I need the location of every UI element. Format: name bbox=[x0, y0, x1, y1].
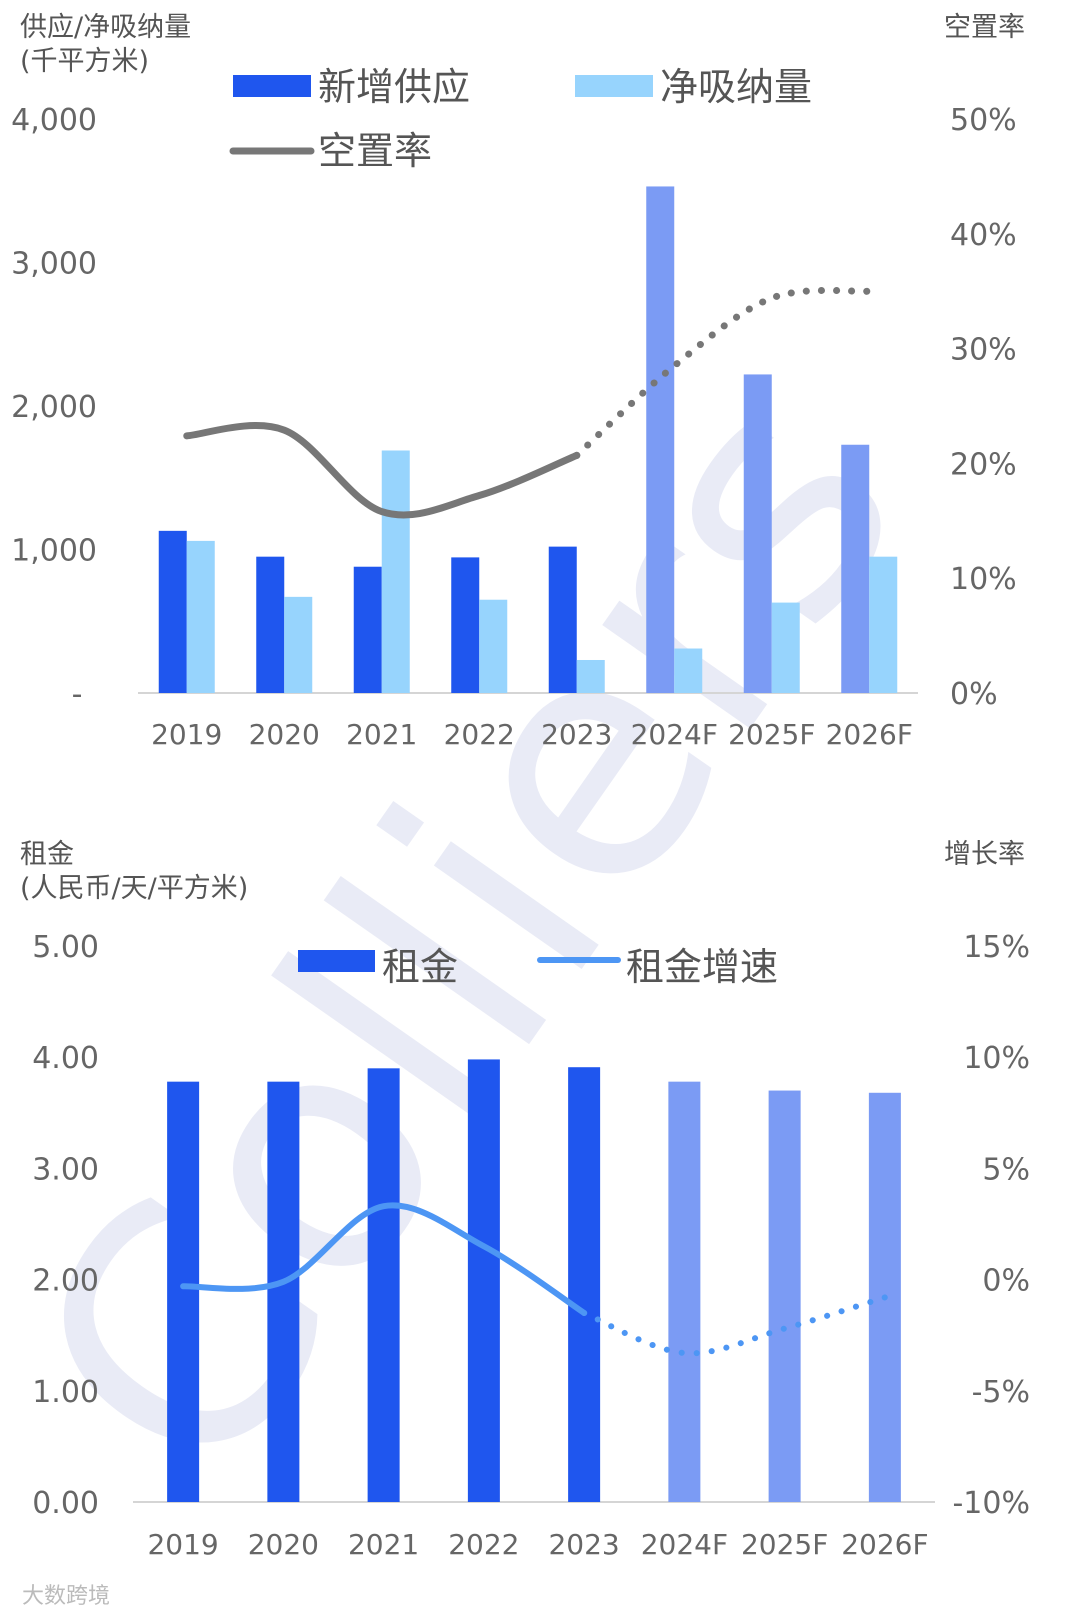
footer-mark: 大数跨境 bbox=[22, 1584, 111, 1609]
left-tick-label: 3,000 bbox=[11, 247, 97, 282]
rent-growth-line-forecast bbox=[581, 1294, 888, 1357]
absorption-bar bbox=[479, 599, 508, 693]
legend-label-rent: 租金 bbox=[382, 945, 458, 989]
supply-bar bbox=[158, 530, 187, 693]
right-tick-label: 50% bbox=[950, 103, 1017, 138]
category-label: 2023 bbox=[541, 718, 612, 751]
left-tick-label: 1.00 bbox=[32, 1375, 99, 1410]
absorption-bar bbox=[576, 659, 605, 693]
category-label: 2026F bbox=[841, 1528, 928, 1561]
category-label: 2024F bbox=[641, 1528, 728, 1561]
absorption-bar bbox=[284, 596, 313, 693]
category-label: 2025F bbox=[741, 1528, 828, 1561]
category-label: 2022 bbox=[448, 1528, 519, 1561]
supply-bar bbox=[353, 566, 382, 693]
left-tick-label: 2.00 bbox=[32, 1264, 99, 1299]
right-tick-label: 20% bbox=[950, 447, 1017, 482]
rent-bar bbox=[467, 1059, 500, 1502]
absorption-bar bbox=[771, 602, 800, 693]
vacancy-line-actual bbox=[183, 422, 581, 519]
legend-label-rent-growth: 租金增速 bbox=[626, 945, 778, 989]
category-label: 2026F bbox=[826, 718, 913, 751]
category-label: 2019 bbox=[147, 1528, 218, 1561]
category-label: 2024F bbox=[631, 718, 718, 751]
legend-label-supply: 新增供应 bbox=[318, 65, 470, 109]
absorption-bar bbox=[186, 540, 215, 693]
category-label: 2025F bbox=[728, 718, 815, 751]
absorption-bar bbox=[674, 648, 703, 693]
right-tick-label: 10% bbox=[963, 1041, 1030, 1076]
category-label: 2020 bbox=[248, 1528, 319, 1561]
category-label: 2021 bbox=[346, 718, 417, 751]
left-axis-unit: (千平方米) bbox=[20, 46, 149, 77]
left-tick-label: 0.00 bbox=[32, 1486, 99, 1521]
category-label: 2020 bbox=[249, 718, 320, 751]
supply-bar bbox=[548, 546, 577, 693]
left-tick-label: 1,000 bbox=[11, 534, 97, 569]
left-tick-label: 5.00 bbox=[32, 930, 99, 965]
category-label: 2021 bbox=[348, 1528, 419, 1561]
left-tick-label: 2,000 bbox=[11, 390, 97, 425]
category-label: 2022 bbox=[444, 718, 515, 751]
right-tick-label: 10% bbox=[950, 562, 1017, 597]
right-tick-label: -10% bbox=[952, 1486, 1030, 1521]
left-tick-label: 4.00 bbox=[32, 1041, 99, 1076]
rent-bar bbox=[668, 1081, 701, 1502]
left-tick-label: 4,000 bbox=[11, 103, 97, 138]
rent-bar bbox=[367, 1068, 400, 1502]
right-tick-label: -5% bbox=[972, 1375, 1030, 1410]
legend-swatch-absorption bbox=[575, 75, 653, 97]
supply-bar bbox=[256, 556, 285, 693]
rent-bar bbox=[167, 1081, 200, 1502]
left-axis-title: 供应/净吸纳量 bbox=[20, 12, 191, 43]
absorption-bar bbox=[869, 556, 898, 693]
rent-bar bbox=[267, 1081, 300, 1502]
right-tick-label: 0% bbox=[950, 677, 998, 712]
absorption-bar bbox=[381, 450, 410, 693]
right-tick-label: 0% bbox=[982, 1264, 1030, 1299]
right-tick-label: 5% bbox=[982, 1152, 1030, 1187]
left-axis-title: 租金 bbox=[20, 839, 74, 870]
legend-label-absorption: 净吸纳量 bbox=[660, 65, 812, 109]
legend-label-vacancy: 空置率 bbox=[318, 129, 432, 173]
right-axis-title: 增长率 bbox=[944, 839, 1025, 870]
left-tick-label: - bbox=[72, 677, 83, 712]
supply-bar bbox=[451, 557, 480, 693]
supply-absorption-vacancy-chart: 供应/净吸纳量(千平方米) 空置率 - 1,000 2,000 3,000 4,000 0% 1… bbox=[11, 12, 1025, 751]
left-axis-unit: (人民币/天/平方米) bbox=[20, 873, 248, 904]
supply-bar bbox=[646, 186, 675, 693]
right-tick-label: 40% bbox=[950, 218, 1017, 253]
rent-growth-chart: 租金(人民币/天/平方米)增长率0.001.002.003.004.005.00… bbox=[20, 839, 1030, 1561]
right-tick-label: 30% bbox=[950, 333, 1017, 368]
legend-swatch-supply bbox=[233, 75, 311, 97]
rent-bar bbox=[568, 1067, 601, 1502]
supply-bar bbox=[841, 444, 870, 693]
category-label: 2019 bbox=[151, 718, 222, 751]
left-tick-label: 3.00 bbox=[32, 1152, 99, 1187]
right-tick-label: 15% bbox=[963, 930, 1030, 965]
category-label: 2023 bbox=[548, 1528, 619, 1561]
rent-growth-line-actual bbox=[180, 1202, 588, 1316]
legend-swatch-rent bbox=[298, 950, 375, 972]
supply-bar bbox=[743, 374, 772, 693]
right-axis-title: 空置率 bbox=[944, 12, 1025, 43]
vacancy-line-forecast bbox=[573, 286, 873, 459]
rent-bar bbox=[768, 1090, 801, 1502]
